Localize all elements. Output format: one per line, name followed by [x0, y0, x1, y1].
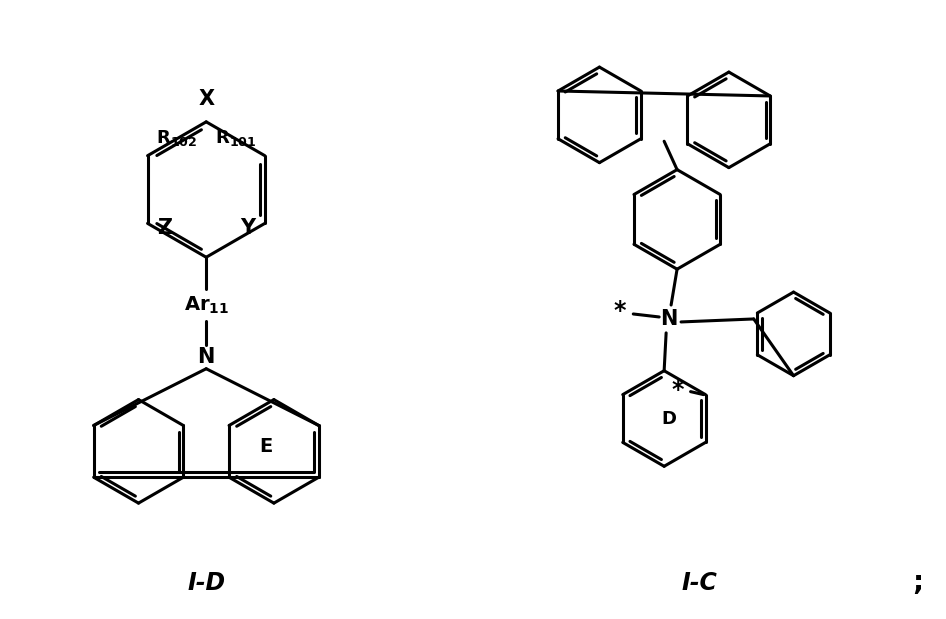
Text: $\mathbf{Ar_{11}}$: $\mathbf{Ar_{11}}$ [184, 295, 229, 316]
Text: Z: Z [158, 219, 173, 238]
Text: N: N [198, 347, 215, 367]
Text: D: D [661, 410, 676, 428]
Text: E: E [259, 437, 272, 456]
Text: $\mathbf{R_{101}}$: $\mathbf{R_{101}}$ [216, 128, 257, 148]
Text: I-D: I-D [187, 571, 225, 595]
Text: I-C: I-C [681, 571, 717, 595]
Text: $\mathbf{R_{102}}$: $\mathbf{R_{102}}$ [155, 128, 197, 148]
Text: *: * [672, 378, 684, 402]
Text: Y: Y [239, 219, 254, 238]
Text: N: N [660, 309, 677, 329]
Text: *: * [613, 299, 625, 323]
Text: X: X [198, 89, 214, 109]
Text: ;: ; [913, 569, 923, 597]
